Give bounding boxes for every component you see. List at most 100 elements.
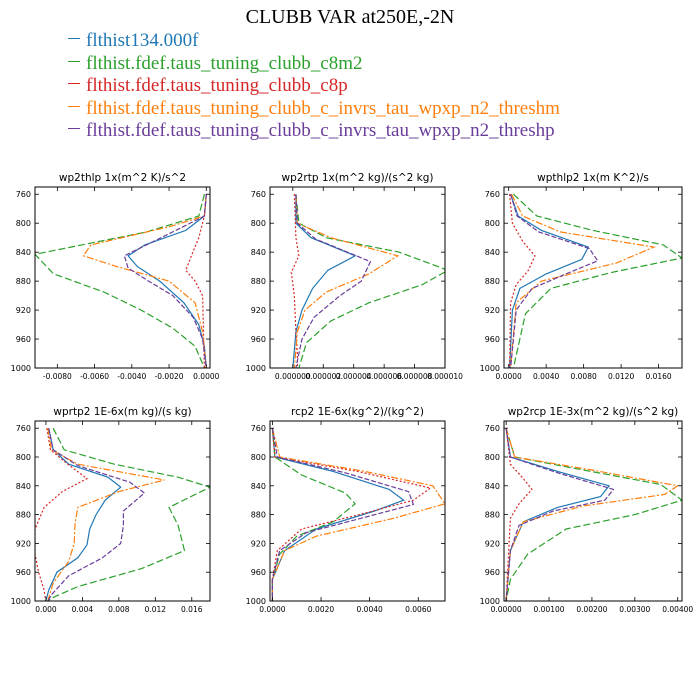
series-line-1	[127, 194, 207, 368]
series-line-2	[505, 428, 682, 601]
y-tick-label: 960	[16, 335, 31, 344]
y-tick-label: 800	[485, 453, 500, 462]
y-tick-label: 800	[16, 453, 31, 462]
y-tick-label: 880	[16, 511, 31, 520]
x-tick-label: 0.0080	[571, 372, 597, 381]
series-line-2	[47, 427, 210, 601]
x-tick-label: -0.0040	[117, 372, 146, 381]
panel-title: rcp2 1E-6x(kg^2)/(kg^2)	[291, 406, 424, 418]
series-line-3	[271, 428, 432, 601]
y-tick-label: 840	[485, 248, 500, 257]
x-tick-label: 0.0160	[645, 372, 671, 381]
plot-frame	[269, 420, 446, 602]
legend-line-swatch	[68, 38, 80, 40]
y-tick-label: 880	[485, 277, 500, 286]
y-tick-label: 840	[251, 482, 266, 491]
series-line-5	[510, 194, 599, 368]
x-tick-label: 0.00000	[491, 605, 522, 614]
x-tick-label: 0.0060	[405, 605, 431, 614]
series-line-2	[295, 194, 445, 368]
x-tick-label: 0.000006	[366, 372, 402, 381]
panel-title: wpthlp2 1x(m K^2)/s	[537, 172, 649, 184]
y-tick-label: 960	[16, 568, 31, 577]
series-line-5	[123, 194, 207, 368]
series-line-1	[505, 428, 611, 601]
series-line-4	[82, 194, 207, 368]
y-tick-label: 840	[16, 248, 31, 257]
x-tick-label: 0.004	[72, 605, 94, 614]
y-tick-label: 800	[485, 219, 500, 228]
y-tick-label: 920	[485, 306, 500, 315]
y-tick-label: 1000	[11, 597, 31, 606]
legend: flthist134.000f flthist.fdef.taus_tuning_…	[68, 30, 560, 143]
x-tick-label: 0.008	[108, 605, 130, 614]
x-tick-label: 0.0120	[608, 372, 634, 381]
legend-item: flthist.fdef.taus_tuning_clubb_c_invrs_t…	[68, 98, 560, 121]
x-tick-label: 0.0000	[193, 372, 219, 381]
series-line-3	[509, 194, 536, 368]
panel-title: wprtp2 1E-6x(m kg)/(s kg)	[53, 406, 191, 418]
x-tick-label: 0.0000	[259, 605, 285, 614]
x-tick-label: 0.012	[145, 605, 167, 614]
y-tick-label: 760	[485, 424, 500, 433]
plot-frame	[503, 186, 683, 369]
panel-title: wp2rcp 1E-3x(m^2 kg)/(s^2 kg)	[508, 406, 679, 418]
x-tick-label: 0.000010	[427, 372, 463, 381]
panel-4: wprtp2 1E-6x(m kg)/(s kg) 760 800 840 880 920…	[11, 406, 211, 614]
series-line-5	[295, 194, 372, 368]
panel-title: wp2thlp 1x(m^2 K)/s^2	[59, 172, 186, 184]
plot-frame	[34, 186, 211, 369]
x-tick-label: 0.00200	[576, 605, 607, 614]
y-tick-label: 880	[16, 277, 31, 286]
series-line-1	[45, 428, 122, 601]
x-tick-label: 0.000000	[275, 372, 311, 381]
legend-item: flthist.fdef.taus_tuning_clubb_c8p	[68, 75, 560, 98]
series-line-4	[510, 193, 657, 368]
series-line-1	[509, 194, 590, 368]
series-line-4	[505, 428, 680, 601]
series-line-1	[292, 194, 357, 368]
y-tick-label: 880	[485, 511, 500, 520]
series-line-4	[47, 428, 165, 601]
y-tick-label: 800	[16, 219, 31, 228]
series-line-4	[293, 194, 400, 368]
panel-1: wp2thlp 1x(m^2 K)/s^2 760 800 840 880 920 960 1…	[11, 172, 220, 381]
y-tick-label: 920	[251, 539, 266, 548]
legend-label: flthist134.000f	[86, 30, 199, 51]
y-tick-label: 960	[485, 335, 500, 344]
y-tick-label: 960	[251, 568, 266, 577]
series-line-4	[271, 428, 445, 601]
y-tick-label: 920	[251, 306, 266, 315]
x-tick-label: 0.000008	[397, 372, 433, 381]
series-line-3	[35, 428, 89, 601]
series-line-5	[47, 428, 146, 601]
panel-5: rcp2 1E-6x(kg^2)/(kg^2) 760 800 840 880 920 96…	[246, 406, 446, 614]
y-tick-label: 760	[251, 424, 266, 433]
y-tick-label: 960	[485, 568, 500, 577]
y-tick-label: 760	[251, 190, 266, 199]
x-tick-label: -0.0080	[43, 372, 72, 381]
panel-6: wp2rcp 1E-3x(m^2 kg)/(s^2 kg) 760 800 840 88…	[480, 406, 694, 614]
y-tick-label: 800	[251, 219, 266, 228]
series-line-1	[271, 428, 405, 601]
panel-2: wp2rtp 1x(m^2 kg)/(s^2 kg) 760 800 840 880 92…	[246, 172, 463, 381]
y-tick-label: 800	[251, 453, 266, 462]
y-tick-label: 1000	[246, 364, 266, 373]
x-tick-label: 0.00100	[534, 605, 565, 614]
x-tick-label: 0.00300	[619, 605, 650, 614]
panel-title: wp2rtp 1x(m^2 kg)/(s^2 kg)	[281, 172, 433, 184]
y-tick-label: 760	[485, 190, 500, 199]
y-tick-label: 840	[485, 482, 500, 491]
y-tick-label: 1000	[11, 364, 31, 373]
x-tick-label: 0.0020	[308, 605, 334, 614]
legend-item: flthist134.000f	[68, 30, 560, 53]
x-tick-label: 0.000002	[305, 372, 341, 381]
legend-item: flthist.fdef.taus_tuning_clubb_c8m2	[68, 53, 560, 76]
y-tick-label: 840	[16, 482, 31, 491]
series-line-5	[271, 428, 415, 601]
series-line-2	[271, 428, 356, 601]
plot-frame	[34, 420, 211, 602]
legend-label: flthist.fdef.taus_tuning_clubb_c8p	[86, 75, 348, 96]
x-tick-label: 0.000	[35, 605, 57, 614]
